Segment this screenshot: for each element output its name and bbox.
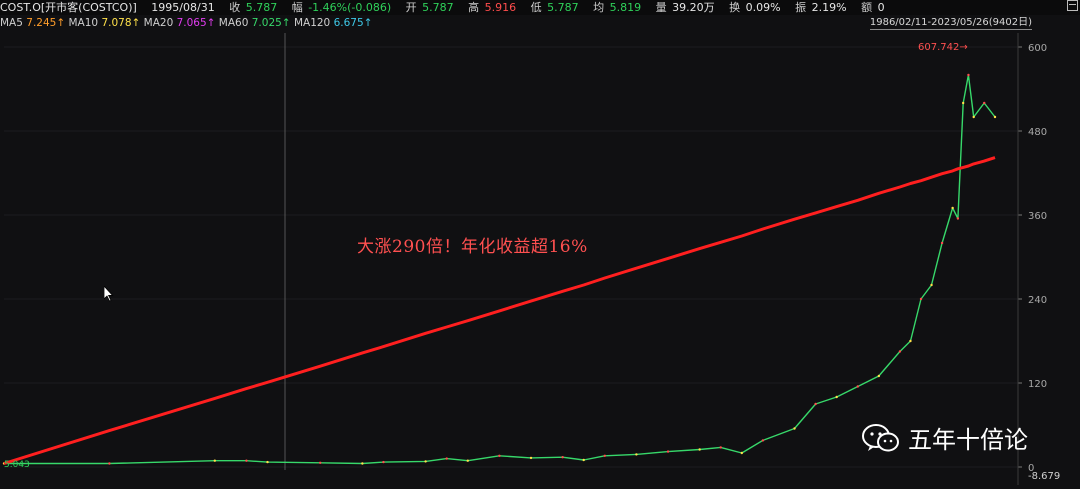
amount-label: 额 [861, 1, 873, 14]
price-point [529, 456, 533, 460]
watermark: 五年十倍论 [862, 420, 1028, 455]
y-tick-label: 240 [1028, 295, 1047, 306]
price-point [424, 460, 427, 463]
axis-low-label: -8.679 [1028, 471, 1061, 482]
turnover-value: 0.09% [745, 1, 781, 14]
price-point [877, 374, 881, 378]
price-point [245, 459, 248, 462]
low-label: 低 [530, 1, 542, 14]
price-point [961, 101, 965, 105]
price-point [603, 454, 606, 457]
quote-date: 1995/08/31 [151, 1, 215, 14]
ma60-label: MA60 [218, 17, 249, 29]
volume-label: 量 [655, 1, 667, 14]
date-range[interactable]: 1986/02/11-2023/05/26(9402日) [869, 17, 1032, 30]
symbol-name[interactable]: COST.O[开市客(COSTCO)] [0, 1, 137, 14]
y-tick-label: 480 [1028, 127, 1047, 138]
amplitude-label: 振 [795, 1, 807, 14]
watermark-text: 五年十倍论 [908, 426, 1028, 454]
mouse-cursor-icon [103, 284, 114, 306]
panel-toggle-icon[interactable] [1067, 0, 1078, 11]
amount-value: 0 [877, 1, 885, 14]
price-point [466, 459, 469, 462]
price-point [213, 459, 217, 462]
low-value: 5.787 [547, 1, 579, 14]
ma120-label: MA120 [293, 17, 331, 29]
start-price-label: 5.043 [4, 460, 30, 470]
price-point [582, 458, 585, 462]
price-point [498, 454, 501, 457]
price-point [856, 385, 859, 388]
y-tick-label: 360 [1028, 211, 1047, 222]
price-point [108, 462, 111, 465]
volume-value: 39.20万 [672, 1, 715, 14]
price-point [951, 206, 954, 210]
ma10-value: 7.078↑ [101, 17, 141, 29]
ma5-value: 7.245↑ [26, 17, 66, 29]
price-point [814, 402, 817, 406]
price-point [930, 283, 933, 287]
price-point [993, 115, 997, 119]
price-point [561, 456, 564, 459]
amplitude-value: 2.19% [811, 1, 847, 14]
ma20-value: 7.065↑ [176, 17, 216, 29]
price-point [635, 453, 638, 456]
turnover-label: 换 [729, 1, 741, 14]
price-line [4, 74, 996, 465]
ma-legend: MA5 7.245↑ MA10 7.078↑ MA20 7.065↑ MA60 … [0, 15, 1020, 31]
close-value: 5.787 [245, 1, 278, 14]
ma20-label: MA20 [143, 17, 174, 29]
wechat-icon [862, 423, 899, 451]
price-point [266, 460, 269, 464]
ma120-value: 6.675↑ [333, 17, 373, 29]
price-point [698, 448, 701, 451]
high-value: 5.916 [484, 1, 517, 14]
quote-header: COST.O[开市客(COSTCO)] 1995/08/31 收 5.787 幅… [0, 0, 1080, 15]
trend-line [3, 156, 996, 465]
price-point [761, 439, 765, 442]
avg-value: 5.819 [609, 1, 642, 14]
high-label: 高 [468, 1, 480, 14]
ma60-value: 7.025↑ [251, 17, 291, 29]
ma10-label: MA10 [68, 17, 99, 29]
price-point [740, 451, 744, 455]
price-point [940, 241, 944, 245]
price-point [793, 427, 796, 430]
price-point [319, 461, 322, 464]
price-point [898, 350, 902, 353]
annotation-headline: 大涨290倍！年化收益超16% [357, 237, 588, 257]
open-label: 开 [405, 1, 417, 14]
price-point [972, 115, 975, 119]
price-point [382, 460, 385, 464]
price-point [666, 450, 670, 453]
price-point [909, 339, 912, 343]
open-value: 5.787 [422, 1, 454, 14]
ma5-label: MA5 [0, 17, 23, 29]
y-tick-label: 0 [1028, 463, 1034, 474]
change-label: 幅 [291, 1, 303, 14]
price-point [835, 395, 838, 399]
price-point [983, 101, 986, 105]
price-point [956, 217, 960, 220]
price-point [445, 457, 448, 460]
close-label: 收 [229, 1, 241, 14]
price-point [361, 462, 364, 465]
change-value: -1.46%(-0.086) [308, 1, 392, 14]
price-point [719, 446, 722, 449]
price-point [919, 297, 923, 301]
y-tick-label: 600 [1028, 43, 1047, 54]
peak-price-label: 607.742→ [918, 42, 968, 53]
price-point [967, 73, 970, 77]
y-tick-label: 120 [1028, 379, 1047, 390]
avg-label: 均 [593, 1, 605, 14]
